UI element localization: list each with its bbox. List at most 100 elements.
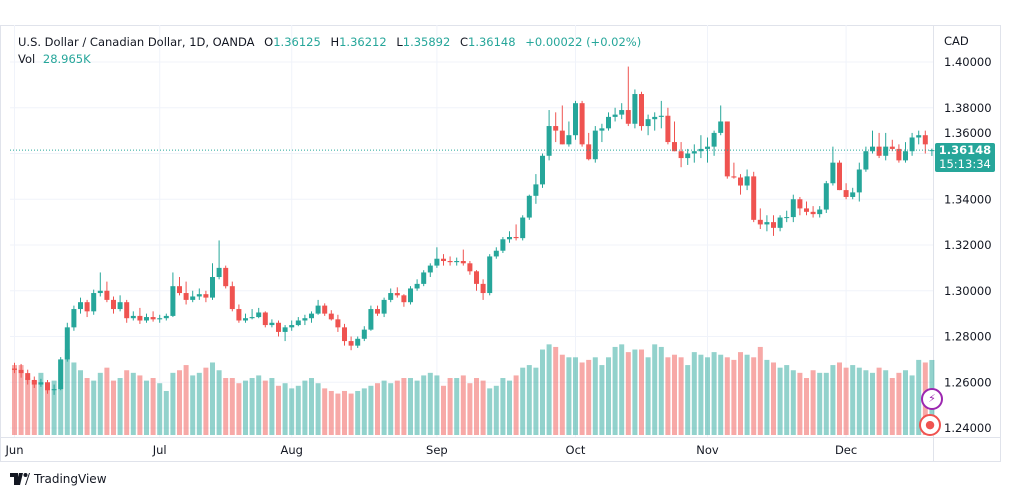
- volume-bar: [203, 367, 209, 435]
- symbol-title[interactable]: U.S. Dollar / Canadian Dollar, 1D, OANDA: [18, 35, 255, 49]
- candle-down: [276, 322, 281, 332]
- x-tick-label: Sep: [426, 443, 448, 457]
- low-label: L: [396, 35, 403, 49]
- chart-legend: U.S. Dollar / Canadian Dollar, 1D, OANDA…: [18, 34, 641, 68]
- volume-bar: [757, 346, 763, 435]
- candle-up: [764, 222, 770, 225]
- volume-bar: [823, 372, 829, 435]
- volume-bar: [302, 380, 308, 435]
- candle-down: [559, 130, 565, 145]
- volume-bar: [243, 380, 248, 435]
- candle-up: [256, 312, 262, 318]
- last-price-badge: 1.36148 15:13:34: [935, 143, 995, 172]
- candle-up: [368, 309, 374, 330]
- candle-down: [111, 299, 116, 310]
- candle-down: [553, 126, 559, 131]
- candle-down: [731, 176, 737, 178]
- candle-down: [203, 294, 209, 298]
- volume-bar: [276, 385, 281, 435]
- candle-up: [823, 183, 829, 210]
- candle-down: [342, 327, 347, 342]
- candle-up: [78, 302, 83, 310]
- volume-bar: [685, 365, 691, 435]
- candle-up: [652, 116, 658, 120]
- candle-down: [236, 309, 242, 321]
- candle-up: [315, 305, 321, 314]
- candle-up: [381, 299, 387, 314]
- volume-bar: [117, 378, 123, 435]
- candle-down: [375, 309, 380, 314]
- volume-bar: [355, 390, 361, 435]
- change-value: +0.00022 (+0.02%): [525, 35, 642, 49]
- candle-down: [797, 199, 803, 209]
- volume-bar: [784, 365, 790, 435]
- volume-bar: [223, 378, 229, 435]
- volume-bar: [150, 378, 156, 435]
- candle-up: [421, 272, 427, 284]
- volume-bar: [777, 367, 783, 435]
- candle-up: [850, 192, 856, 197]
- volume-bar: [78, 370, 83, 435]
- volume-bar: [678, 357, 684, 435]
- candle-up: [414, 283, 420, 289]
- candle-up: [566, 135, 572, 145]
- candle-up: [71, 309, 77, 328]
- volume-bar: [315, 383, 321, 435]
- candle-up: [117, 302, 123, 310]
- volume-bar: [447, 378, 453, 435]
- candle-down: [804, 208, 809, 212]
- candle-down: [12, 368, 17, 370]
- chart-frame: [0, 25, 1001, 462]
- flag-event-icon[interactable]: ●: [919, 414, 941, 436]
- candle-up: [863, 151, 869, 170]
- volume-bar: [718, 354, 724, 435]
- candle-up: [454, 261, 460, 263]
- candle-up: [507, 236, 512, 240]
- volume-bar: [58, 359, 64, 435]
- volume-bar: [579, 362, 585, 435]
- volume-bar: [144, 380, 149, 435]
- volume-bar: [876, 367, 882, 435]
- volume-bar: [31, 380, 37, 435]
- volume-bar: [394, 380, 400, 435]
- lightning-event-icon[interactable]: ⚡: [921, 388, 943, 410]
- volume-bar: [236, 383, 242, 435]
- close-value: 1.36148: [468, 35, 516, 49]
- volume-bar: [210, 362, 215, 435]
- candle-up: [619, 110, 625, 115]
- volume-bar: [903, 370, 908, 435]
- volume-bar: [632, 349, 638, 435]
- y-tick-label: 1.38000: [944, 101, 992, 115]
- candle-up: [58, 359, 64, 390]
- candle-up: [51, 389, 57, 391]
- candle-up: [870, 146, 875, 152]
- candle-down: [738, 177, 743, 186]
- volume-bar: [672, 354, 677, 435]
- volume-bar: [38, 372, 44, 435]
- volume-bar: [566, 357, 572, 435]
- y-tick-label: 1.24000: [944, 421, 992, 435]
- volume-bar: [467, 383, 473, 435]
- volume-bar: [533, 367, 539, 435]
- volume-bar: [124, 370, 130, 435]
- volume-bar: [658, 346, 664, 435]
- volume-bar: [619, 344, 625, 435]
- candle-down: [104, 290, 110, 300]
- volume-bar: [289, 388, 295, 435]
- volume-label: Vol: [18, 52, 36, 66]
- candle-down: [724, 121, 730, 177]
- volume-bar: [889, 378, 895, 435]
- candle-up: [38, 382, 44, 385]
- volume-bar: [309, 378, 314, 435]
- tradingview-logo[interactable]: TradingView: [10, 472, 107, 486]
- open-value: 1.36125: [273, 35, 321, 49]
- candle-up: [540, 155, 545, 185]
- volume-bar: [381, 380, 387, 435]
- candle-down: [513, 236, 519, 239]
- volume-bar: [427, 372, 433, 435]
- candle-up: [295, 320, 301, 326]
- candle-up: [718, 121, 724, 133]
- candle-down: [229, 286, 235, 310]
- volume-bar: [856, 367, 862, 435]
